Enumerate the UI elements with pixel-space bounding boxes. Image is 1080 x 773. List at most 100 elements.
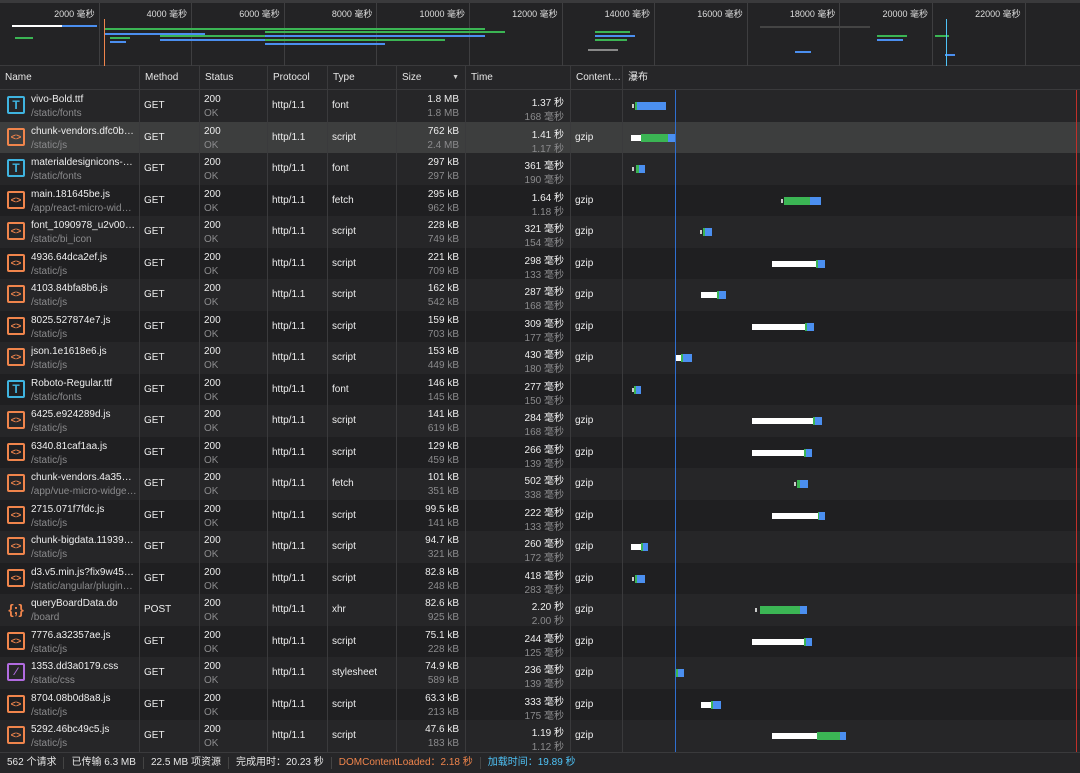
- column-time[interactable]: Time: [466, 66, 571, 90]
- dom-content-loaded-time: DOMContentLoaded：2.18 秒: [332, 757, 481, 769]
- total-time: 333 毫秒: [524, 696, 564, 708]
- waterfall-download-bar: [678, 669, 684, 677]
- request-row[interactable]: <> chunk-vendors.4a351… /app/vue-micro-w…: [0, 468, 1080, 501]
- resource-name: 6425.e924289d.js: [31, 409, 111, 420]
- total-time: 1.19 秒: [531, 728, 564, 739]
- transfer-size: 99.5 kB: [425, 503, 459, 515]
- size-cell: 146 kB 145 kB: [397, 373, 466, 405]
- resource-name: d3.v5.min.js?fix9w458…: [31, 566, 137, 578]
- protocol-cell: http/1.1: [268, 720, 328, 752]
- overview-tick: 16000 毫秒: [655, 3, 748, 66]
- resource-type: script: [332, 635, 356, 647]
- status-text: OK: [204, 517, 219, 529]
- status-cell: 200 OK: [200, 373, 268, 405]
- resource-path: /static/js: [31, 423, 68, 434]
- status-text: OK: [204, 643, 219, 655]
- status-code: 200: [204, 314, 221, 326]
- type-cell: xhr: [328, 594, 397, 626]
- request-row[interactable]: <> 4103.84bfa8b6.js /static/js GET 200 OK…: [0, 279, 1080, 312]
- request-row[interactable]: T vivo-Bold.ttf /static/fonts GET 200 OK …: [0, 90, 1080, 123]
- protocol-cell: http/1.1: [268, 625, 328, 657]
- status-text: OK: [204, 549, 219, 560]
- font-resource-icon: T: [7, 159, 25, 177]
- column-status[interactable]: Status: [200, 66, 268, 90]
- method-cell: GET: [140, 436, 200, 468]
- column-protocol[interactable]: Protocol: [268, 66, 328, 90]
- type-cell: script: [328, 247, 397, 279]
- request-row[interactable]: <> 4936.64dca2ef.js /static/js GET 200 OK…: [0, 247, 1080, 281]
- request-row[interactable]: <> chunk-vendors.dfc0b5… /static/js GET …: [0, 121, 1080, 155]
- resource-name: materialdesignicons-w…: [31, 157, 137, 168]
- request-row[interactable]: <> font_1090978_u2v00lj… /static/bi_icon…: [0, 216, 1080, 249]
- waterfall-response-bar: [818, 511, 819, 520]
- method: GET: [144, 730, 165, 741]
- type-cell: script: [328, 405, 397, 437]
- request-row[interactable]: <> 8025.527874e7.js /static/js GET 200 OK…: [0, 310, 1080, 344]
- resource-path: /app/vue-micro-widge…: [31, 486, 137, 497]
- request-row[interactable]: <> d3.v5.min.js?fix9w458… /static/angula…: [0, 562, 1080, 596]
- status-cell: 200 OK: [200, 121, 268, 153]
- timeline-overview[interactable]: 2000 毫秒 4000 毫秒 6000 毫秒 8000 毫秒 10000 毫秒 1200…: [0, 0, 1080, 66]
- total-time: 287 毫秒: [524, 287, 564, 298]
- overview-request-bar: [595, 39, 627, 41]
- size-cell: 99.5 kB 141 kB: [397, 499, 466, 531]
- waterfall-download-bar: [637, 574, 645, 583]
- type-cell: script: [328, 688, 397, 720]
- request-row[interactable]: <> 8704.08b0d8a8.js /static/js GET 200 OK…: [0, 688, 1080, 722]
- column-name[interactable]: Name: [0, 66, 140, 90]
- column-content-encoding[interactable]: Content…: [571, 66, 623, 90]
- request-row[interactable]: <> 5292.46bc49c5.js /static/js GET 200 OK…: [0, 720, 1080, 752]
- status-code: 200: [204, 188, 221, 200]
- script-resource-icon: <>: [7, 127, 25, 146]
- time-cell: 260 毫秒 172 毫秒: [466, 531, 571, 564]
- protocol: http/1.1: [272, 667, 306, 678]
- request-row[interactable]: <> 6425.e924289d.js /static/js GET 200 OK…: [0, 405, 1080, 438]
- request-row[interactable]: <> 7776.a32357ae.js /static/js GET 200 OK…: [0, 625, 1080, 659]
- sort-descending-icon: ▼: [452, 74, 459, 81]
- column-method[interactable]: Method: [140, 66, 200, 90]
- request-row[interactable]: <> json.1e1618e6.js /static/js GET 200 OK…: [0, 342, 1080, 375]
- request-row[interactable]: ⁄ 1353.dd3a0179.css /static/css GET 200 O…: [0, 657, 1080, 690]
- method-cell: GET: [140, 247, 200, 279]
- protocol-cell: http/1.1: [268, 90, 328, 122]
- waterfall-response-bar: [635, 574, 637, 583]
- type-cell: script: [328, 531, 397, 563]
- request-row[interactable]: <> main.181645be.js /app/react-micro-wid…: [0, 184, 1080, 218]
- overview-tick: 18000 毫秒: [748, 3, 841, 66]
- waterfall-download-bar: [807, 322, 814, 331]
- overview-request-bar: [105, 33, 205, 35]
- type-cell: script: [328, 720, 397, 752]
- name-cell: T Roboto-Regular.ttf /static/fonts: [0, 373, 140, 405]
- script-resource-icon: <>: [7, 631, 25, 650]
- transfer-size: 63.3 kB: [425, 692, 459, 704]
- resource-size: 228 kB: [427, 643, 459, 655]
- resource-type: font: [332, 100, 349, 111]
- column-waterfall[interactable]: 瀑布: [628, 72, 648, 83]
- request-row[interactable]: <> 2715.071f7fdc.js /static/js GET 200 OK…: [0, 499, 1080, 533]
- overview-request-bar: [160, 39, 270, 41]
- resource-size: 962 kB: [427, 202, 459, 214]
- method: POST: [144, 604, 172, 615]
- request-row[interactable]: <> chunk-bigdata.11939b… /static/js GET …: [0, 531, 1080, 564]
- request-row[interactable]: {;} queryBoardData.do /board POST 200 OK …: [0, 594, 1080, 627]
- overview-request-bar: [265, 43, 385, 45]
- content-encoding: gzip: [575, 572, 594, 584]
- method-cell: GET: [140, 216, 200, 248]
- resource-size: 709 kB: [427, 265, 459, 277]
- status-cell: 200 OK: [200, 310, 268, 342]
- script-resource-icon: <>: [7, 474, 25, 492]
- request-row[interactable]: T materialdesignicons-w… /static/fonts G…: [0, 153, 1080, 186]
- name-cell: <> 6425.e924289d.js /static/js: [0, 405, 140, 437]
- request-row[interactable]: <> 6340.81caf1aa.js /static/js GET 200 OK…: [0, 436, 1080, 470]
- script-resource-icon: <>: [7, 411, 25, 429]
- load-marker: [1076, 90, 1077, 752]
- name-cell: <> 8704.08b0d8a8.js /static/js: [0, 688, 140, 720]
- column-type[interactable]: Type: [328, 66, 397, 90]
- protocol-cell: http/1.1: [268, 373, 328, 405]
- method: GET: [144, 541, 165, 552]
- status-text: OK: [204, 234, 219, 245]
- column-size[interactable]: Size ▼: [397, 66, 466, 90]
- request-row[interactable]: T Roboto-Regular.ttf /static/fonts GET 2…: [0, 373, 1080, 407]
- resource-name: 8704.08b0d8a8.js: [31, 692, 111, 704]
- resource-size: 22.5 MB 项资源: [144, 757, 229, 769]
